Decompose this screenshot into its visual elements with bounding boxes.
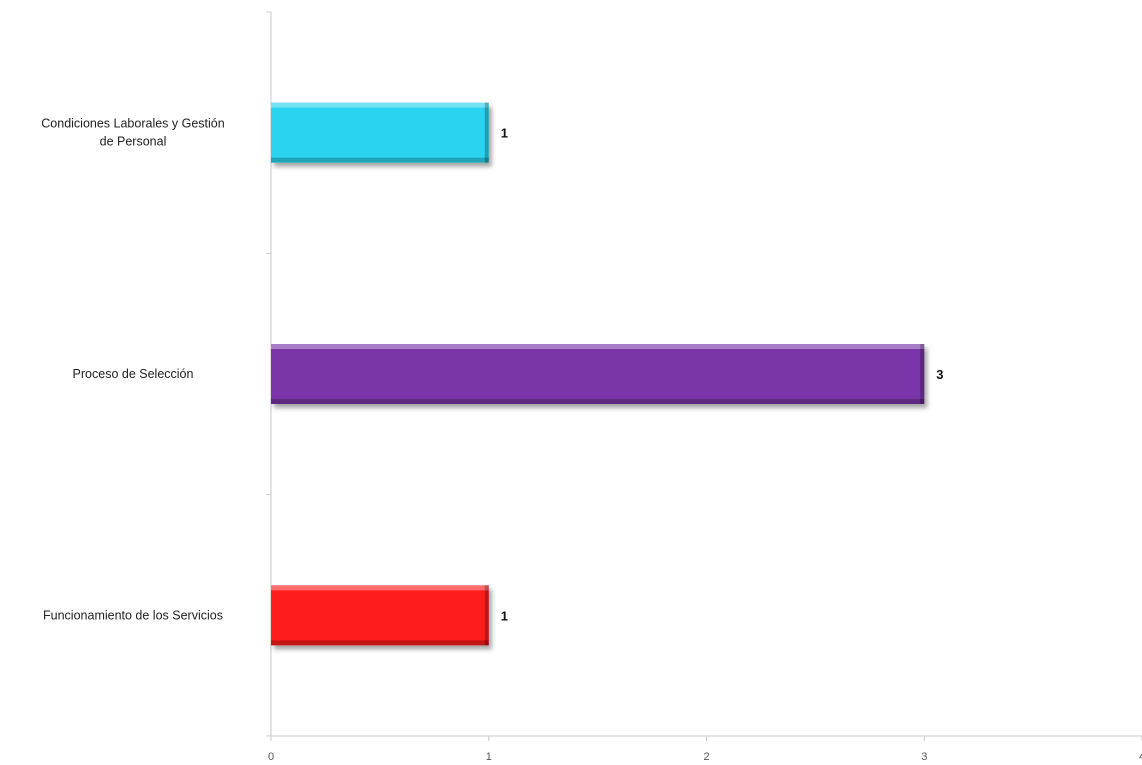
category-label: Condiciones Laborales y Gestión de Person…: [41, 117, 224, 149]
category-label-line: de Personal: [100, 135, 167, 149]
category-label: Funcionamiento de los Servicios: [43, 608, 223, 622]
bar-edge: [485, 103, 489, 163]
labels: 012341Condiciones Laborales y Gestiónde …: [41, 117, 1142, 763]
category-label-line: Funcionamiento de los Servicios: [43, 608, 223, 622]
bars: [271, 103, 924, 646]
bar-shade: [271, 399, 924, 404]
bar: [271, 344, 924, 404]
data-label: 3: [936, 367, 943, 382]
x-tick-label: 1: [486, 751, 492, 763]
x-tick-label: 3: [921, 751, 927, 763]
bar-edge: [485, 585, 489, 645]
x-tick-label: 2: [703, 751, 709, 763]
category-label-line: Proceso de Selección: [73, 367, 194, 381]
bar-edge: [920, 344, 924, 404]
bar: [271, 585, 489, 645]
bar-shade: [271, 158, 489, 163]
category-label: Proceso de Selección: [73, 367, 194, 381]
data-label: 1: [501, 126, 508, 141]
category-label-line: Condiciones Laborales y Gestión: [41, 117, 224, 131]
bar-highlight: [271, 344, 924, 349]
data-label: 1: [501, 608, 508, 623]
bar: [271, 103, 489, 163]
bar-highlight: [271, 585, 489, 590]
bar-shade: [271, 640, 489, 645]
bar-highlight: [271, 103, 489, 108]
x-tick-label: 0: [268, 751, 274, 763]
